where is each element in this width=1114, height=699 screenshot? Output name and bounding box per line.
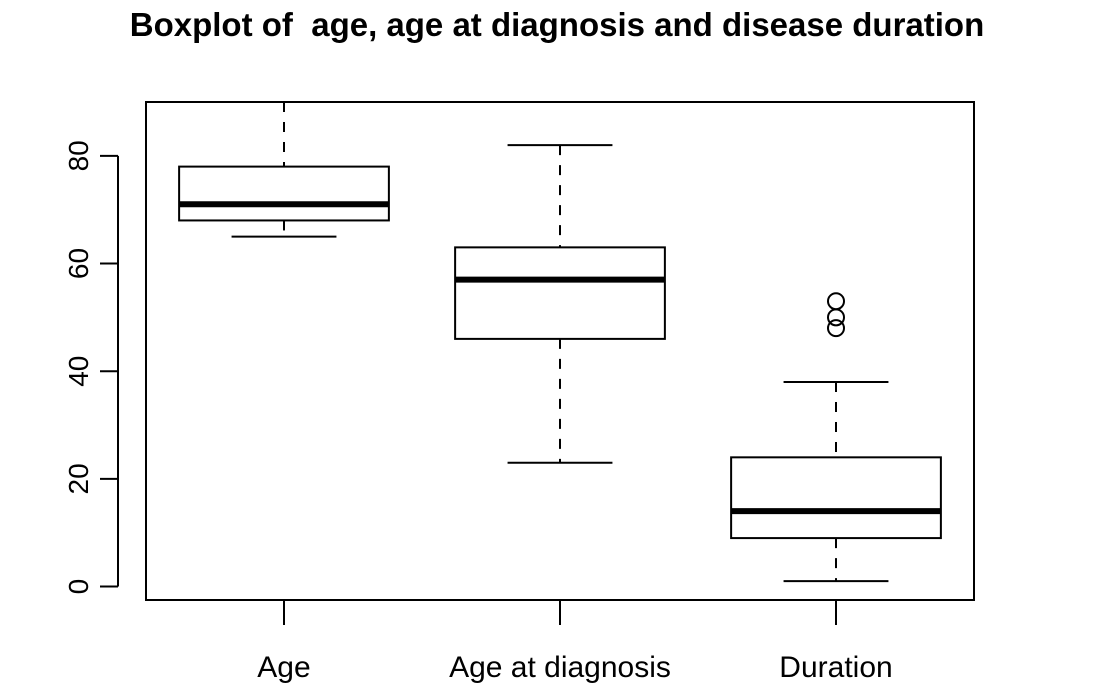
x-axis: Age Age at diagnosis Duration: [257, 599, 893, 684]
outlier-point: [827, 308, 845, 327]
box-iqr: [730, 456, 942, 540]
box-3: [730, 292, 942, 583]
outlier-point: [827, 292, 845, 311]
y-axis: 0 20 40 60 80: [63, 140, 119, 595]
x-tick-label: Duration: [779, 651, 892, 684]
chart-title: Boxplot of age, age at diagnosis and dis…: [130, 6, 985, 43]
y-tick-label: 20: [63, 463, 94, 494]
box-group: [178, 101, 942, 583]
y-tick-label: 40: [63, 356, 94, 387]
outlier-point: [827, 319, 845, 338]
box-1: [178, 101, 390, 238]
y-tick-label: 0: [63, 579, 94, 595]
x-tick-label: Age: [257, 651, 310, 684]
box-iqr: [178, 165, 390, 222]
box-2: [454, 144, 666, 464]
y-tick-label: 60: [63, 248, 94, 279]
x-tick-label: Age at diagnosis: [449, 651, 671, 684]
box-iqr: [454, 246, 666, 340]
y-tick-label: 80: [63, 140, 94, 171]
